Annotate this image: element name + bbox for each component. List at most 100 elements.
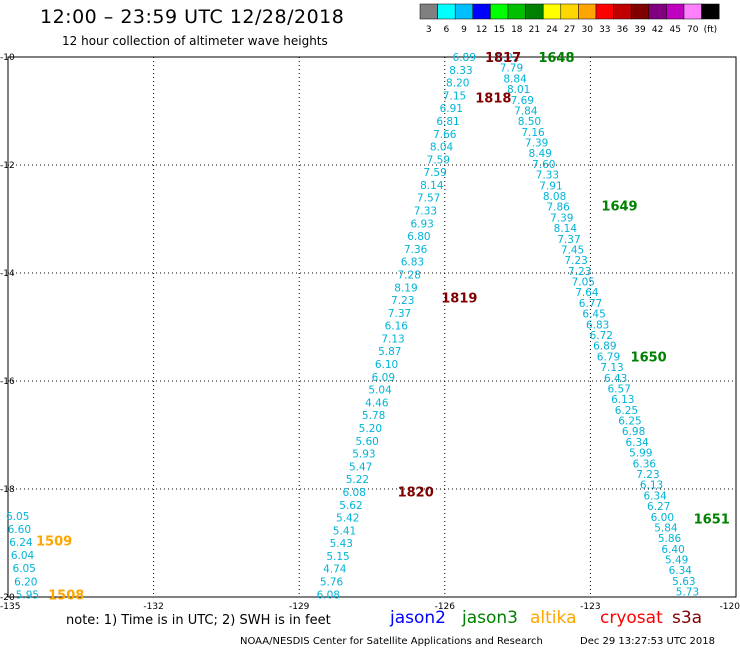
wave-height-value-altika: 6.24 bbox=[9, 537, 33, 549]
wave-height-value-jason2: 5.60 bbox=[355, 436, 378, 448]
color-scale-label: 18 bbox=[511, 25, 523, 35]
pass-time-label-jason2: 1817 bbox=[485, 51, 521, 66]
pass-time-label-jason3: 1650 bbox=[631, 351, 667, 366]
wave-height-value-jason2: 7.37 bbox=[388, 308, 411, 320]
wave-height-value-jason3: 5.73 bbox=[676, 587, 699, 599]
wave-height-value-jason2: 5.43 bbox=[330, 538, 353, 550]
wave-height-value-jason3: 6.40 bbox=[661, 544, 684, 556]
wave-height-value-jason2: 8.33 bbox=[449, 65, 472, 77]
wave-height-value-jason3: 7.23 bbox=[636, 469, 659, 481]
wave-height-value-jason3: 6.13 bbox=[640, 480, 663, 492]
wave-height-value-jason3: 7.39 bbox=[525, 138, 548, 150]
wave-height-value-jason3: 6.43 bbox=[604, 373, 627, 385]
map-frame bbox=[7, 56, 737, 598]
longitude-tick-label: -135 bbox=[0, 602, 20, 612]
legend-s3a: s3a bbox=[672, 608, 703, 628]
wave-height-value-jason2: 5.22 bbox=[346, 474, 369, 486]
legend-cryosat: cryosat bbox=[600, 608, 663, 628]
wave-height-value-jason2: 6.10 bbox=[375, 359, 398, 371]
latitude-tick-label: -16 bbox=[0, 377, 15, 387]
wave-height-value-jason3: 8.14 bbox=[554, 223, 578, 235]
wave-height-value-jason3: 8.01 bbox=[507, 84, 530, 96]
wave-height-value-jason3: 6.72 bbox=[590, 330, 613, 342]
wave-height-value-jason2: 7.13 bbox=[381, 333, 404, 345]
wave-height-value-jason2: 6.91 bbox=[440, 103, 463, 115]
wave-height-value-jason3: 6.27 bbox=[647, 501, 670, 513]
wave-height-value-jason3: 7.64 bbox=[575, 287, 599, 299]
wave-height-value-jason3: 6.34 bbox=[643, 490, 667, 502]
pass-time-label-altika: 1508 bbox=[48, 588, 84, 603]
color-scale-label: 33 bbox=[599, 25, 610, 35]
wave-height-value-jason2: 8.14 bbox=[420, 180, 444, 192]
wave-height-value-jason2: 7.33 bbox=[414, 206, 437, 218]
color-scale-label: 3 bbox=[426, 25, 432, 35]
wave-height-value-jason3: 7.13 bbox=[600, 362, 623, 374]
wave-height-value-jason2: 6.08 bbox=[317, 589, 340, 601]
wave-height-value-jason2: 7.36 bbox=[404, 244, 428, 256]
footer-timestamp: Dec 29 13:27:53 UTC 2018 bbox=[580, 636, 715, 647]
pass-time-label-altika: 1509 bbox=[36, 534, 72, 549]
wave-height-value-jason2: 5.93 bbox=[352, 449, 375, 461]
wave-height-value-altika: 6.05 bbox=[12, 563, 35, 575]
page-subtitle: 12 hour collection of altimeter wave hei… bbox=[62, 34, 328, 48]
wave-height-value-jason2: 7.23 bbox=[391, 295, 414, 307]
wave-height-value-jason3: 7.37 bbox=[557, 234, 580, 246]
wave-height-value-jason3: 6.83 bbox=[586, 319, 609, 331]
wave-height-value-jason3: 7.05 bbox=[572, 277, 595, 289]
wave-height-value-jason3: 8.84 bbox=[503, 73, 527, 85]
wave-height-value-jason2: 8.20 bbox=[446, 78, 469, 90]
wave-height-value-jason2: 7.66 bbox=[433, 129, 457, 141]
color-scale-label: 30 bbox=[581, 25, 593, 35]
wave-height-value-jason3: 7.16 bbox=[521, 127, 545, 139]
color-scale-label: 6 bbox=[444, 25, 450, 35]
wave-height-value-jason3: 5.84 bbox=[654, 522, 678, 534]
color-scale-label: 70 bbox=[687, 25, 699, 35]
wave-height-value-jason2: 6.83 bbox=[401, 257, 424, 269]
wave-height-value-jason3: 7.79 bbox=[500, 63, 523, 75]
color-scale-label: 45 bbox=[669, 25, 680, 35]
wave-height-value-jason3: 6.13 bbox=[611, 394, 634, 406]
wave-height-value-jason3: 5.86 bbox=[658, 533, 682, 545]
color-scale-legend: 3 6 9 12 15 18 21 24 27 30 33 36 39 42 45 70 (ft) bbox=[419, 3, 720, 35]
wave-height-value-jason2: 8.04 bbox=[430, 142, 454, 154]
latitude-tick-label: -12 bbox=[0, 161, 15, 171]
footer-note: note: 1) Time is in UTC; 2) SWH is in fe… bbox=[66, 613, 331, 628]
wave-height-value-jason3: 7.91 bbox=[539, 180, 562, 192]
wave-height-map: -135 -132 -129 -126 -123 -120 -10 -12 -14 -16 -18 -… bbox=[0, 51, 740, 612]
wave-height-value-jason3: 7.39 bbox=[550, 212, 573, 224]
wave-height-value-jason3: 6.25 bbox=[615, 405, 638, 417]
wave-height-value-jason2: 5.47 bbox=[349, 461, 372, 473]
wave-height-value-jason2: 6.93 bbox=[410, 218, 433, 230]
color-scale-swatch bbox=[701, 3, 720, 20]
latitude-tick-label: -14 bbox=[0, 269, 15, 279]
wave-height-value-jason2: 6.89 bbox=[453, 52, 476, 64]
color-scale-label: 21 bbox=[529, 25, 540, 35]
color-scale-label: 24 bbox=[546, 25, 558, 35]
wave-height-value-jason3: 5.63 bbox=[672, 576, 695, 588]
wave-height-value-jason2: 7.57 bbox=[417, 193, 440, 205]
color-scale-label: 9 bbox=[461, 25, 467, 35]
longitude-tick-label: -129 bbox=[289, 602, 310, 612]
wave-height-value-jason3: 6.89 bbox=[593, 341, 616, 353]
wave-height-value-jason3: 6.34 bbox=[625, 437, 649, 449]
wave-height-value-jason2: 5.42 bbox=[336, 513, 359, 525]
wave-height-value-jason3: 6.34 bbox=[669, 565, 693, 577]
pass-time-label-jason3: 1648 bbox=[538, 51, 574, 66]
wave-height-value-jason2: 5.20 bbox=[359, 423, 382, 435]
wave-height-value-jason3: 8.50 bbox=[518, 116, 541, 128]
footer-credit: NOAA/NESDIS Center for Satellite Applica… bbox=[240, 636, 543, 647]
wave-height-value-jason3: 6.36 bbox=[633, 458, 657, 470]
wave-height-value-jason3: 6.00 bbox=[651, 512, 674, 524]
color-scale-label: 36 bbox=[617, 25, 629, 35]
wave-height-value-altika: 6.05 bbox=[6, 511, 29, 523]
page-title: 12:00 – 23:59 UTC 12/28/2018 bbox=[40, 6, 345, 28]
longitude-tick-label: -123 bbox=[580, 602, 600, 612]
wave-height-value-jason2: 6.08 bbox=[343, 487, 366, 499]
pass-time-label-jason2: 1818 bbox=[475, 92, 511, 107]
wave-height-value-jason3: 5.99 bbox=[629, 448, 652, 460]
legend-altika: altika bbox=[530, 608, 577, 628]
latitude-tick-label: -18 bbox=[0, 485, 15, 495]
color-scale-label: 12 bbox=[476, 25, 487, 35]
wave-height-value-jason2: 6.09 bbox=[372, 372, 395, 384]
color-scale-label: 15 bbox=[493, 25, 504, 35]
